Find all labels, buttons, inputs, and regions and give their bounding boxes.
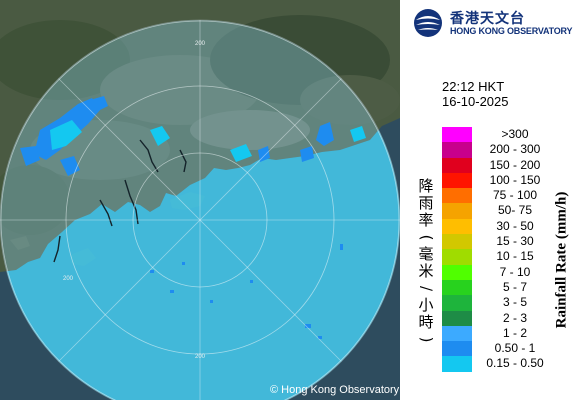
- legend-swatch: [442, 295, 472, 311]
- hko-logo: 香港天文台 HONG KONG OBSERVATORY: [412, 6, 574, 40]
- legend-title-en: Rainfall Rate (mm/h): [553, 191, 570, 329]
- legend-label: 2 - 3: [502, 310, 527, 325]
- info-panel: [400, 0, 577, 400]
- legend-label: 200 - 300: [489, 142, 541, 157]
- observation-time: 22:12 HKT: [442, 79, 505, 94]
- hko-emblem-icon: [412, 8, 444, 38]
- radar-coverage: [0, 20, 400, 400]
- island-sw: [10, 236, 30, 250]
- legend-label: 50- 75: [497, 203, 533, 218]
- legend-label: 7 - 10: [499, 264, 531, 279]
- range-label-left: 200: [63, 276, 74, 282]
- legend-swatch: [442, 264, 472, 280]
- legend-swatch: [442, 157, 472, 173]
- legend-title-cn-char: 率: [418, 211, 434, 229]
- legend-swatch: [442, 188, 472, 204]
- legend-swatch: [442, 218, 472, 235]
- radar-map: 200 200 200 © Hong Kong Observatory: [0, 0, 400, 400]
- legend-swatch: [442, 142, 472, 158]
- logo-name-en: HONG KONG OBSERVATORY: [450, 26, 573, 36]
- legend-title-cn-char: 時: [418, 313, 434, 331]
- legend-title-cn-char: /: [417, 285, 436, 292]
- legend-title-cn-char: 毫: [418, 245, 434, 263]
- legend-title-cn-char: 雨: [418, 194, 434, 212]
- legend-swatch: [442, 234, 472, 250]
- legend-labels: >300 200 - 300 150 - 200 100 - 150 75 - 100 5…: [475, 127, 555, 372]
- legend-label: 5 - 7: [502, 279, 527, 294]
- legend-label: 30 - 50: [496, 218, 534, 233]
- legend-swatch: [442, 279, 472, 296]
- legend-title-cn: 降雨率 ( 毫米 / 小時): [417, 177, 436, 348]
- legend-title-cn-char: 小: [418, 296, 434, 314]
- legend-label: 1 - 2: [502, 325, 527, 340]
- legend-swatch: [442, 310, 472, 326]
- range-label-bottom: 200: [195, 354, 206, 360]
- legend-swatch: [442, 356, 472, 372]
- legend-label: 10 - 15: [496, 249, 534, 264]
- legend-swatch: [442, 325, 472, 342]
- legend-title-cn-char: ): [417, 336, 436, 343]
- observation-date: 16-10-2025: [442, 94, 509, 109]
- legend-label: 0.15 - 0.50: [486, 356, 544, 371]
- legend-swatch: [442, 249, 472, 265]
- legend-swatches: [442, 127, 472, 372]
- legend-swatch: [442, 172, 472, 189]
- range-label-top: 200: [195, 41, 206, 47]
- logo-name-cn: 香港天文台: [450, 11, 525, 27]
- legend-label: 100 - 150: [489, 172, 541, 187]
- radar-map-svg: 200 200 200: [0, 0, 400, 400]
- legend-title-cn-char: 米: [418, 262, 434, 280]
- legend-label: 75 - 100: [492, 188, 538, 203]
- legend-label: 0.50 - 1: [494, 341, 536, 356]
- legend-swatch: [442, 127, 472, 143]
- land-texture: [0, 15, 400, 235]
- legend-label: 150 - 200: [489, 157, 541, 172]
- legend-title-cn-char: (: [417, 234, 436, 241]
- legend-label: 15 - 30: [496, 234, 534, 249]
- legend-swatch: [442, 203, 472, 219]
- map-copyright: © Hong Kong Observatory: [270, 384, 400, 396]
- legend-title-cn-char: 降: [418, 177, 434, 195]
- legend-label: >300: [501, 127, 529, 141]
- legend-swatch: [442, 341, 472, 357]
- legend-label: 3 - 5: [502, 295, 527, 310]
